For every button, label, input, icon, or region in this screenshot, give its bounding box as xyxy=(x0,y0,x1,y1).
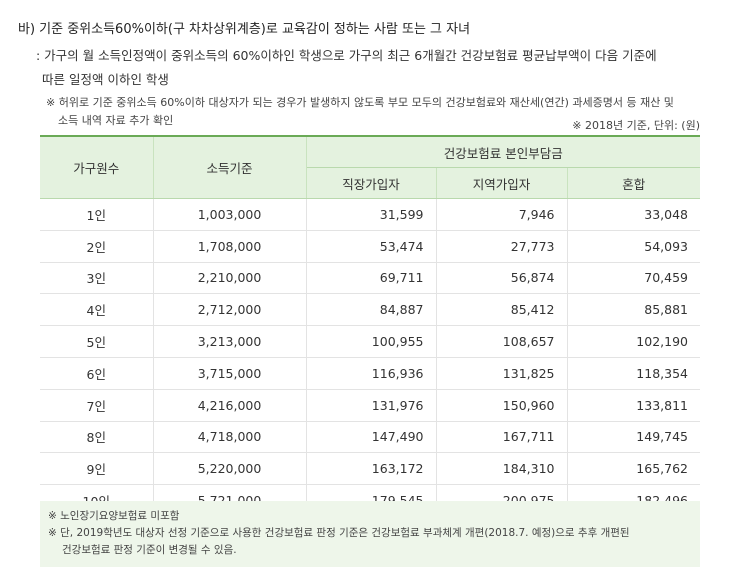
cell-employee: 147,490 xyxy=(306,421,437,454)
cell-household: 2인 xyxy=(40,230,154,263)
verification-note: ※ 허위로 기준 중위소득 60%이하 대상자가 되는 경우가 발생하지 않도록… xyxy=(46,94,716,130)
table-row: 8인 4,718,000 147,490 167,711 149,745 xyxy=(40,421,700,454)
cell-household: 6인 xyxy=(40,357,154,390)
cell-regional: 85,412 xyxy=(436,293,568,327)
table-header-row: 가구원수 소득기준 건강보험료 본인부담금 xyxy=(40,135,700,199)
footnote-box: ※ 노인장기요양보험료 미포함 ※ 단, 2019학년도 대상자 선정 기준으로… xyxy=(40,501,700,567)
table-row: 1인 1,003,000 31,599 7,946 33,048 xyxy=(40,198,700,231)
cell-household: 7인 xyxy=(40,389,154,422)
table-row: 5인 3,213,000 100,955 108,657 102,190 xyxy=(40,325,700,358)
footnote-line-3: 건강보험료 판정 기준이 변경될 수 있음. xyxy=(62,544,237,556)
table-row: 4인 2,712,000 84,887 85,412 85,881 xyxy=(40,293,700,327)
description-line-1: : 가구의 월 소득인정액이 중위소득의 60%이하인 학생으로 가구의 최근 … xyxy=(36,48,657,63)
cell-regional: 7,946 xyxy=(436,198,568,231)
cell-mixed: 102,190 xyxy=(567,325,700,358)
cell-regional: 131,825 xyxy=(436,357,568,390)
description-line-2: 따른 일정액 이하인 학생 xyxy=(42,72,169,87)
header-income: 소득기준 xyxy=(153,135,307,199)
header-premium-group: 건강보험료 본인부담금 xyxy=(306,135,700,168)
cell-regional: 150,960 xyxy=(436,389,568,422)
cell-regional: 184,310 xyxy=(436,452,568,486)
footnote-line-2: ※ 단, 2019학년도 대상자 선정 기준으로 사용한 건강보험료 판정 기준… xyxy=(48,527,630,539)
cell-household: 4인 xyxy=(40,293,154,327)
header-mixed: 혼합 xyxy=(567,167,700,199)
table-subheader-row: 직장가입자 지역가입자 혼합 xyxy=(40,167,700,199)
header-regional: 지역가입자 xyxy=(436,167,568,199)
cell-household: 9인 xyxy=(40,452,154,486)
cell-income: 5,220,000 xyxy=(153,452,307,486)
cell-mixed: 149,745 xyxy=(567,421,700,454)
cell-employee: 84,887 xyxy=(306,293,437,327)
cell-employee: 53,474 xyxy=(306,230,437,263)
cell-income: 3,715,000 xyxy=(153,357,307,390)
verification-note-line-1: ※ 허위로 기준 중위소득 60%이하 대상자가 되는 경우가 발생하지 않도록… xyxy=(46,96,674,109)
cell-household: 1인 xyxy=(40,198,154,231)
cell-mixed: 85,881 xyxy=(567,293,700,327)
unit-note: ※ 2018년 기준, 단위: (원) xyxy=(572,119,700,132)
cell-regional: 108,657 xyxy=(436,325,568,358)
cell-mixed: 133,811 xyxy=(567,389,700,422)
table-row: 2인 1,708,000 53,474 27,773 54,093 xyxy=(40,230,700,263)
cell-employee: 116,936 xyxy=(306,357,437,390)
cell-household: 3인 xyxy=(40,262,154,295)
cell-income: 2,712,000 xyxy=(153,293,307,327)
cell-mixed: 165,762 xyxy=(567,452,700,486)
income-premium-table: 가구원수 소득기준 건강보험료 본인부담금 직장가입자 지역가입자 혼합 1인 … xyxy=(40,135,700,517)
cell-regional: 27,773 xyxy=(436,230,568,263)
table-row: 3인 2,210,000 69,711 56,874 70,459 xyxy=(40,262,700,295)
cell-income: 1,708,000 xyxy=(153,230,307,263)
cell-employee: 163,172 xyxy=(306,452,437,486)
cell-mixed: 70,459 xyxy=(567,262,700,295)
cell-income: 1,003,000 xyxy=(153,198,307,231)
cell-employee: 69,711 xyxy=(306,262,437,295)
cell-income: 4,216,000 xyxy=(153,389,307,422)
table-row: 6인 3,715,000 116,936 131,825 118,354 xyxy=(40,357,700,390)
footnote-line-1: ※ 노인장기요양보험료 미포함 xyxy=(48,510,180,522)
cell-income: 3,213,000 xyxy=(153,325,307,358)
cell-household: 8인 xyxy=(40,421,154,454)
cell-income: 4,718,000 xyxy=(153,421,307,454)
table-row: 7인 4,216,000 131,976 150,960 133,811 xyxy=(40,389,700,422)
cell-income: 2,210,000 xyxy=(153,262,307,295)
cell-employee: 131,976 xyxy=(306,389,437,422)
table-row: 9인 5,220,000 163,172 184,310 165,762 xyxy=(40,452,700,486)
cell-mixed: 118,354 xyxy=(567,357,700,390)
cell-mixed: 54,093 xyxy=(567,230,700,263)
section-heading: 바) 기준 중위소득60%이하(구 차차상위계층)로 교육감이 정하는 사람 또… xyxy=(18,22,471,37)
cell-mixed: 33,048 xyxy=(567,198,700,231)
header-household: 가구원수 xyxy=(40,135,154,199)
cell-regional: 56,874 xyxy=(436,262,568,295)
criteria-description: : 가구의 월 소득인정액이 중위소득의 60%이하인 학생으로 가구의 최근 … xyxy=(36,44,726,92)
cell-household: 5인 xyxy=(40,325,154,358)
cell-employee: 100,955 xyxy=(306,325,437,358)
cell-employee: 31,599 xyxy=(306,198,437,231)
cell-regional: 167,711 xyxy=(436,421,568,454)
verification-note-line-2: 소득 내역 자료 추가 확인 xyxy=(58,114,174,127)
header-employee: 직장가입자 xyxy=(306,167,437,199)
